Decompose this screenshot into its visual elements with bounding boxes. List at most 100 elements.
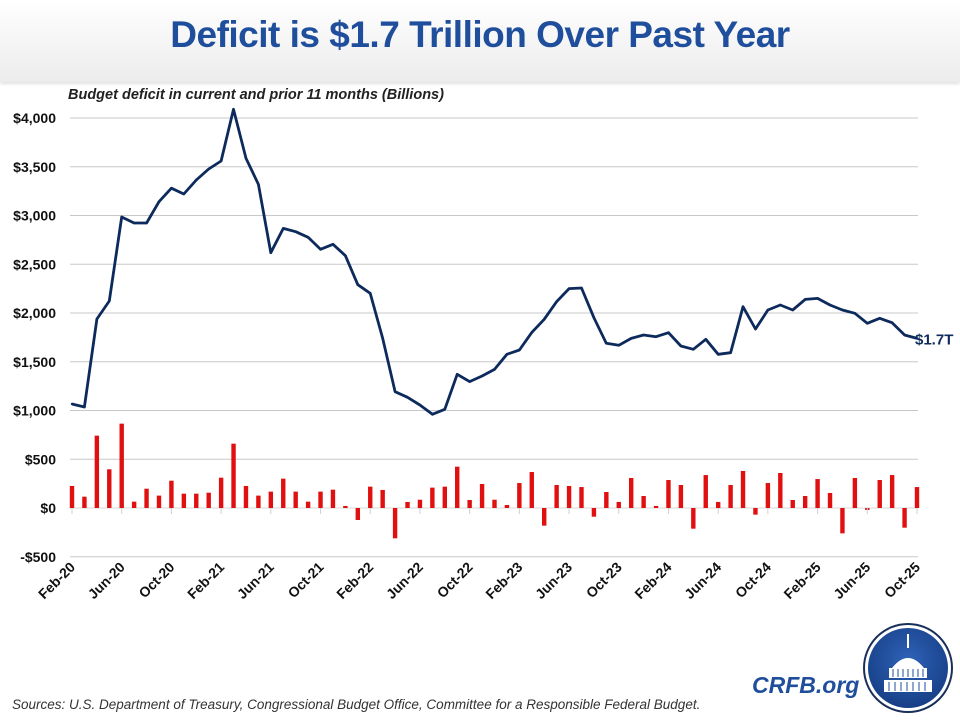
- bar: [765, 483, 771, 508]
- bar: [703, 475, 708, 508]
- line-point: [145, 221, 148, 225]
- source-note: Sources: U.S. Department of Treasury, Co…: [12, 697, 701, 712]
- bar: [231, 443, 236, 508]
- line-point: [679, 344, 683, 348]
- line-point: [244, 157, 248, 160]
- y-tick-label: $2,500: [13, 256, 56, 272]
- line-point: [95, 317, 99, 321]
- x-tick-label: Oct-20: [135, 559, 177, 601]
- line-point: [605, 342, 608, 345]
- line-point: [866, 322, 869, 325]
- bar: [467, 500, 472, 508]
- bar: [877, 480, 882, 508]
- bar: [504, 504, 510, 508]
- line-point: [741, 305, 745, 308]
- end-value-label: $1.7T: [915, 331, 953, 348]
- line-point: [828, 303, 832, 307]
- line-point: [393, 390, 397, 393]
- line-point: [182, 192, 186, 196]
- line-point: [580, 286, 583, 290]
- line-point: [456, 373, 459, 376]
- line-point: [754, 327, 757, 331]
- line-point: [667, 331, 670, 334]
- x-tick-label: Jun-23: [532, 559, 575, 602]
- bar: [256, 495, 261, 508]
- line-point: [791, 308, 794, 312]
- bar: [740, 470, 746, 508]
- x-tick-label: Oct-21: [285, 559, 327, 601]
- line-point: [803, 298, 807, 301]
- line-point: [257, 183, 260, 186]
- bar: [417, 499, 423, 508]
- bar: [479, 484, 485, 508]
- line-point: [505, 353, 509, 356]
- bar: [902, 508, 907, 528]
- line-point: [878, 317, 881, 320]
- bar: [368, 486, 373, 508]
- bar: [579, 487, 584, 508]
- y-tick-label: $2,000: [13, 305, 56, 321]
- line-point: [344, 254, 347, 257]
- x-tick-label: Jun-21: [234, 559, 277, 602]
- capitol-logo-icon: [863, 623, 953, 713]
- bar: [293, 491, 298, 508]
- bar: [802, 496, 808, 508]
- bar: [517, 483, 522, 508]
- y-tick-label: $500: [25, 451, 56, 467]
- line-point: [70, 402, 74, 406]
- line-point: [232, 108, 235, 111]
- bar: [628, 477, 634, 508]
- line-point: [729, 351, 732, 354]
- line-point: [406, 396, 409, 399]
- bar: [678, 484, 684, 508]
- x-tick-label: Feb-21: [184, 559, 227, 602]
- line-point: [617, 344, 620, 347]
- brand-link[interactable]: CRFB.org: [752, 672, 860, 698]
- bar: [343, 505, 348, 508]
- line-point: [269, 251, 273, 254]
- line-point: [853, 312, 857, 315]
- bar: [131, 501, 137, 508]
- bar: [169, 480, 174, 508]
- bar: [318, 491, 323, 508]
- x-tick-label: Oct-23: [583, 559, 625, 601]
- bar: [641, 496, 646, 508]
- bar: [815, 479, 820, 508]
- y-tick-label: $3,000: [13, 208, 56, 224]
- line-point: [306, 236, 310, 239]
- line-point: [766, 308, 770, 312]
- bar: [827, 492, 833, 508]
- x-tick-label: Feb-23: [482, 559, 525, 602]
- line-point: [903, 333, 906, 337]
- line-point: [369, 292, 372, 295]
- line-point: [381, 337, 384, 340]
- line-point: [779, 303, 782, 307]
- bar: [107, 469, 112, 508]
- bar: [430, 487, 435, 508]
- bar: [82, 496, 87, 508]
- bar: [305, 501, 311, 508]
- line-point: [331, 243, 335, 246]
- bar: [181, 493, 187, 508]
- bar: [144, 488, 149, 508]
- line-point: [692, 348, 695, 351]
- y-tick-label: $1,000: [13, 403, 56, 419]
- y-tick-label: -$500: [20, 549, 56, 565]
- bar: [753, 508, 758, 515]
- y-tick-label: $3,500: [13, 159, 56, 175]
- x-tick-label: Jun-25: [830, 559, 873, 602]
- line-point: [219, 159, 223, 163]
- line-point: [157, 200, 161, 203]
- bar: [529, 472, 534, 508]
- bar: [218, 477, 224, 508]
- bar: [442, 486, 447, 508]
- line-point: [890, 321, 894, 324]
- bar: [268, 491, 274, 508]
- bar: [455, 466, 460, 508]
- x-tick-label: Jun-20: [85, 559, 128, 602]
- line-point: [543, 318, 546, 321]
- x-tick-label: Feb-24: [631, 559, 674, 602]
- line-point: [518, 348, 521, 352]
- x-tick-label: Oct-25: [881, 559, 923, 601]
